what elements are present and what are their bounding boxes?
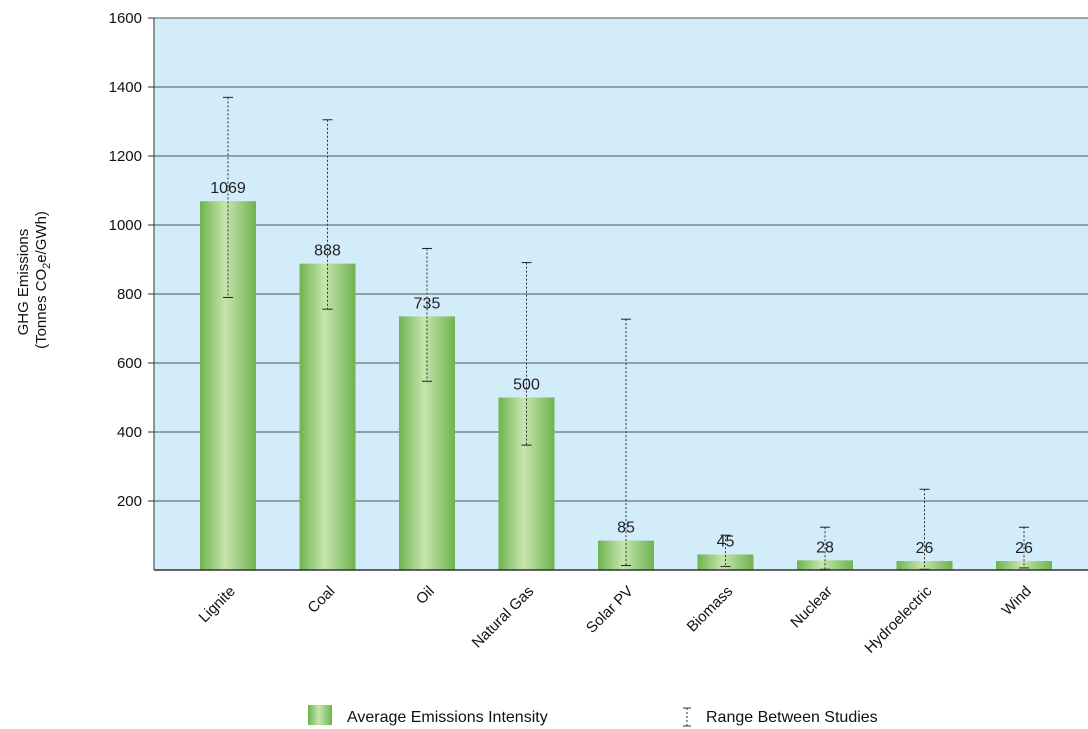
legend-bar-label: Average Emissions Intensity [347,709,548,726]
x-tick-label: Oil [413,583,438,608]
range-whisker [322,119,333,310]
y-tick-labels: 200 400 600 800 1000 1200 1400 1600 [109,10,142,510]
x-tick-label: Hydroelectric [861,582,935,656]
range-whiskers [223,96,1029,570]
y-axis-label-line1: GHG Emissions [15,229,32,336]
data-label: 45 [717,533,735,550]
bar [498,397,555,570]
legend-range-symbol [683,707,691,727]
y-axis-label: GHG Emissions (Tonnes CO2e/GWh) [15,211,53,349]
data-label: 888 [314,243,341,260]
data-label: 735 [414,295,441,312]
range-whisker [223,96,233,298]
data-labels: 1069 888 735 500 85 45 28 26 26 [210,180,1033,557]
y-axis-label-line2: (Tonnes CO [33,269,50,349]
x-tick-labels: Lignite Coal Oil Natural Gas Solar PV Biomass… [196,582,1035,656]
bar [299,263,356,570]
y-tick-label: 400 [117,424,142,441]
range-whisker [422,247,432,382]
y-axis-label-line2-end: e/GWh) [33,211,50,263]
x-tick-label: Natural Gas [469,583,538,652]
x-tick-label: Lignite [196,583,239,626]
y-tick-label: 200 [117,493,142,510]
y-tick-label: 1000 [109,217,142,234]
legend-bar-swatch [308,705,332,725]
axes [153,18,1088,571]
bar [996,561,1052,570]
range-whisker [521,262,532,446]
data-label: 26 [1015,540,1033,557]
range-whisker [720,534,731,568]
y-tick-label: 1200 [109,148,142,165]
bar [200,201,256,570]
data-label: 500 [513,377,540,394]
legend-range-label: Range Between Studies [706,709,878,726]
range-whisker [1019,526,1029,569]
y-tick-label: 1400 [109,79,142,96]
bar [697,554,754,570]
x-tick-label: Biomass [684,583,737,636]
y-tick-label: 1600 [109,10,142,27]
data-label: 28 [816,539,834,556]
x-tick-label: Wind [999,583,1035,619]
bar [399,316,455,570]
data-label: 26 [916,540,934,557]
x-tick-label: Solar PV [583,583,637,637]
y-tick-label: 600 [117,355,142,372]
x-tick-label: Nuclear [787,583,836,632]
x-tick-label: Coal [304,583,338,617]
legend: Average Emissions Intensity Range Betwee… [308,705,878,727]
data-label: 85 [617,520,635,537]
y-axis-label-subscript: 2 [41,263,53,269]
range-whisker [621,318,631,567]
y-tick-label: 800 [117,286,142,303]
data-label: 1069 [210,180,246,197]
